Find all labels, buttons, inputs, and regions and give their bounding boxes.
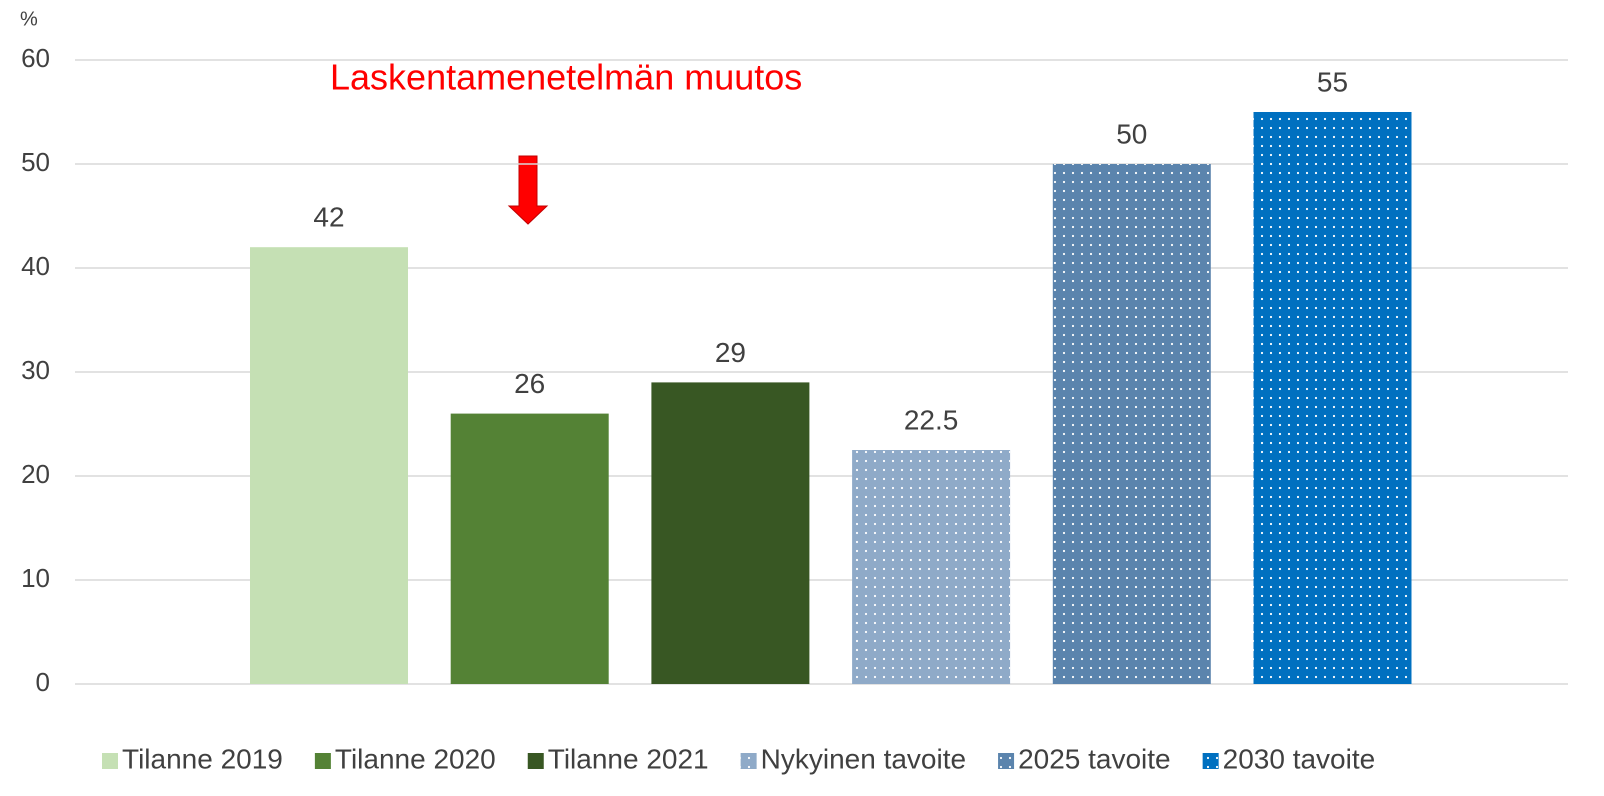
legend-label: Nykyinen tavoite (761, 743, 966, 774)
bar (250, 247, 408, 684)
y-tick-label: 0 (36, 667, 50, 697)
y-tick-label: 20 (21, 459, 50, 489)
y-tick-label: 40 (21, 251, 50, 281)
y-tick-label: 30 (21, 355, 50, 385)
data-label: 22.5 (904, 404, 959, 435)
annotation-arrow (507, 155, 549, 225)
legend-swatch-pattern (1202, 753, 1219, 769)
data-label: 29 (715, 337, 746, 368)
data-label: 42 (313, 202, 344, 233)
legend-label: Tilanne 2021 (548, 743, 709, 774)
legend-label: 2025 tavoite (1018, 743, 1171, 774)
bar (852, 450, 1011, 684)
data-label: 26 (514, 368, 545, 399)
legend-label: 2030 tavoite (1223, 743, 1376, 774)
data-label: 50 (1116, 118, 1147, 149)
legend-swatch-pattern (998, 753, 1015, 769)
bar (450, 413, 609, 684)
legend-swatch (102, 753, 118, 769)
legend-swatch (314, 753, 331, 769)
annotation: Laskentamenetelmän muutos (330, 57, 802, 98)
bar (1052, 164, 1211, 684)
y-tick-label: 60 (21, 43, 50, 73)
legend-swatch (527, 753, 544, 769)
data-label: 55 (1317, 66, 1348, 97)
legend-label: Tilanne 2020 (335, 743, 496, 774)
y-unit: % (20, 8, 38, 30)
y-tick-label: 10 (21, 563, 50, 593)
y-tick-label: 50 (21, 147, 50, 177)
bar (1253, 112, 1412, 684)
legend-swatch-pattern (740, 753, 757, 769)
legend-label: Tilanne 2019 (122, 743, 283, 774)
bar (651, 382, 810, 684)
